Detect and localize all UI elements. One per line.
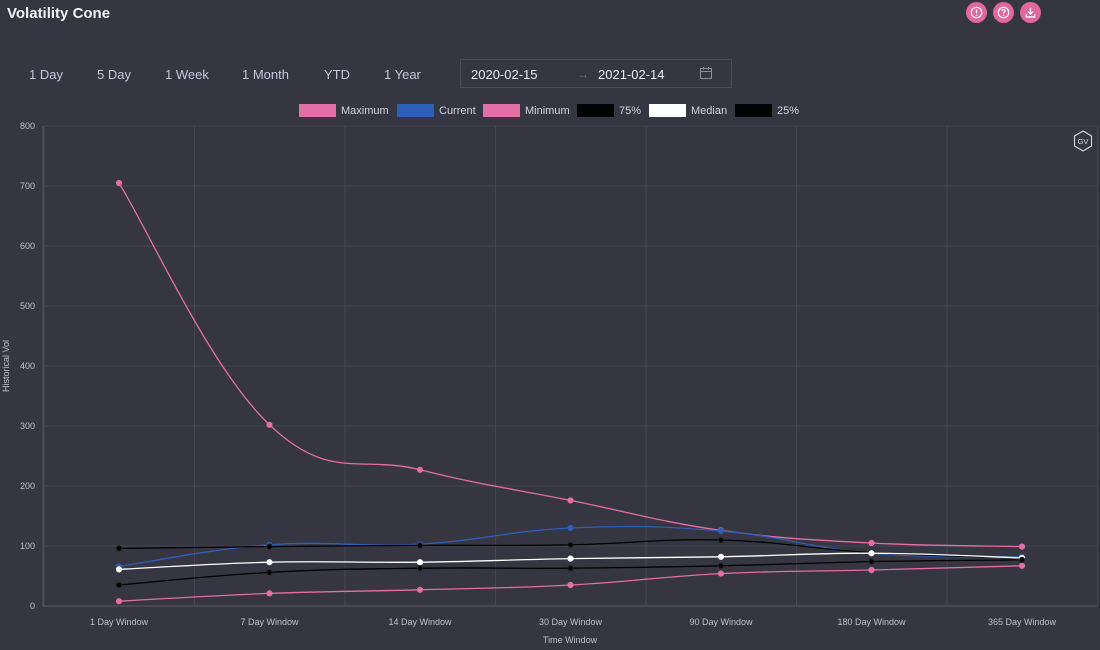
data-point-maximum (567, 497, 574, 504)
data-point-minimum (115, 598, 123, 605)
x-tick-label: 90 Day Window (689, 617, 753, 627)
tab-1-month[interactable]: 1 Month (242, 67, 289, 82)
data-point-25pct (1018, 556, 1026, 563)
legend-label-median: Median (691, 104, 728, 117)
legend-label-minimum: Minimum (525, 104, 570, 117)
y-tick-label: 700 (20, 181, 35, 191)
series-line-25pct (118, 559, 1023, 586)
series-line-maximum (118, 182, 1023, 548)
data-point-75pct (115, 545, 123, 552)
data-point-minimum (266, 590, 273, 597)
data-point-minimum (1018, 562, 1026, 569)
data-point-minimum (717, 570, 725, 577)
data-point-maximum (416, 466, 424, 473)
y-tick-label: 500 (20, 301, 35, 311)
x-tick-label: 30 Day Window (539, 617, 603, 627)
data-point-25pct (266, 569, 273, 576)
data-point-25pct (567, 565, 574, 572)
legend-label-75: 75% (619, 104, 642, 117)
legend-swatch-current (397, 104, 434, 117)
y-tick-label: 800 (20, 121, 35, 131)
tab-1-day[interactable]: 1 Day (29, 67, 63, 82)
download-button[interactable] (1020, 2, 1041, 23)
data-point-maximum (115, 179, 123, 187)
data-point-maximum (868, 539, 875, 547)
tab-ytd[interactable]: YTD (324, 67, 350, 82)
legend-label-maximum: Maximum (341, 104, 389, 117)
data-point-minimum (868, 566, 875, 574)
page-title: Volatility Cone (7, 5, 111, 22)
date-range-picker[interactable]: 2020-02-15 → 2021-02-14 (460, 59, 732, 88)
data-point-75pct (717, 536, 725, 544)
data-point-median (567, 555, 574, 562)
data-point-maximum (266, 421, 273, 428)
data-point-maximum (1018, 543, 1026, 550)
y-tick-label: 200 (20, 481, 35, 491)
gv-badge-icon[interactable]: GV (1073, 130, 1093, 152)
y-tick-label: 100 (20, 541, 35, 551)
data-point-current (567, 524, 574, 532)
legend-swatch-75 (577, 104, 614, 117)
legend-item-75[interactable]: 75% (577, 104, 641, 117)
help-button[interactable] (993, 2, 1014, 23)
toolbar-icons (966, 2, 1041, 23)
legend-swatch-median (649, 104, 686, 117)
tab-5-day[interactable]: 5 Day (97, 67, 131, 82)
gv-badge-label: GV (1078, 137, 1089, 146)
x-tick-label: 7 Day Window (240, 617, 299, 627)
start-date-input[interactable]: 2020-02-15 (471, 67, 538, 82)
legend-item-current[interactable]: Current (397, 104, 476, 117)
download-icon (1025, 7, 1036, 18)
legend-swatch-minimum (483, 104, 520, 117)
data-point-25pct (717, 562, 725, 569)
legend-label-current: Current (439, 104, 476, 117)
calendar-icon[interactable] (699, 66, 713, 80)
legend-item-minimum[interactable]: Minimum (483, 104, 570, 117)
y-tick-label: 0 (30, 601, 35, 611)
x-axis-title: Time Window (543, 635, 598, 645)
data-point-minimum (567, 581, 574, 589)
info-button[interactable] (966, 2, 987, 23)
volatility-cone-chart: 0 100 200 300 400 500 600 700 800 1 Day Window 7 D… (1, 121, 1098, 645)
x-tick-label: 14 Day Window (388, 617, 452, 627)
y-tick-label: 600 (20, 241, 35, 251)
end-date-input[interactable]: 2021-02-14 (598, 67, 665, 82)
legend-item-median[interactable]: Median (649, 104, 727, 117)
data-point-minimum (416, 586, 424, 593)
data-point-25pct (868, 558, 875, 565)
x-tick-label: 1 Day Window (90, 617, 149, 627)
x-tick-label: 180 Day Window (837, 617, 906, 627)
info-icon (970, 6, 983, 19)
y-tick-label: 300 (20, 421, 35, 431)
data-point-75pct (416, 542, 424, 549)
y-axis-title: Historical Vol (1, 340, 11, 392)
legend-item-25[interactable]: 25% (735, 104, 799, 117)
x-tick-label: 365 Day Window (988, 617, 1057, 627)
data-point-median (115, 566, 123, 573)
help-icon (997, 6, 1010, 19)
data-point-median (416, 559, 424, 566)
data-point-median (266, 559, 273, 566)
date-range-separator: → (577, 67, 589, 81)
data-point-75pct (567, 541, 574, 548)
tab-1-year[interactable]: 1 Year (384, 67, 421, 82)
data-point-25pct (115, 581, 123, 589)
data-point-median (868, 550, 875, 557)
data-point-75pct (266, 543, 273, 550)
legend-item-maximum[interactable]: Maximum (299, 104, 389, 117)
legend-label-25: 25% (777, 104, 800, 117)
legend-swatch-25 (735, 104, 772, 117)
tab-1-week[interactable]: 1 Week (165, 67, 209, 82)
legend-swatch-maximum (299, 104, 336, 117)
data-point-25pct (416, 565, 424, 572)
data-point-current (717, 527, 725, 535)
data-point-median (717, 553, 725, 560)
y-tick-label: 400 (20, 361, 35, 371)
